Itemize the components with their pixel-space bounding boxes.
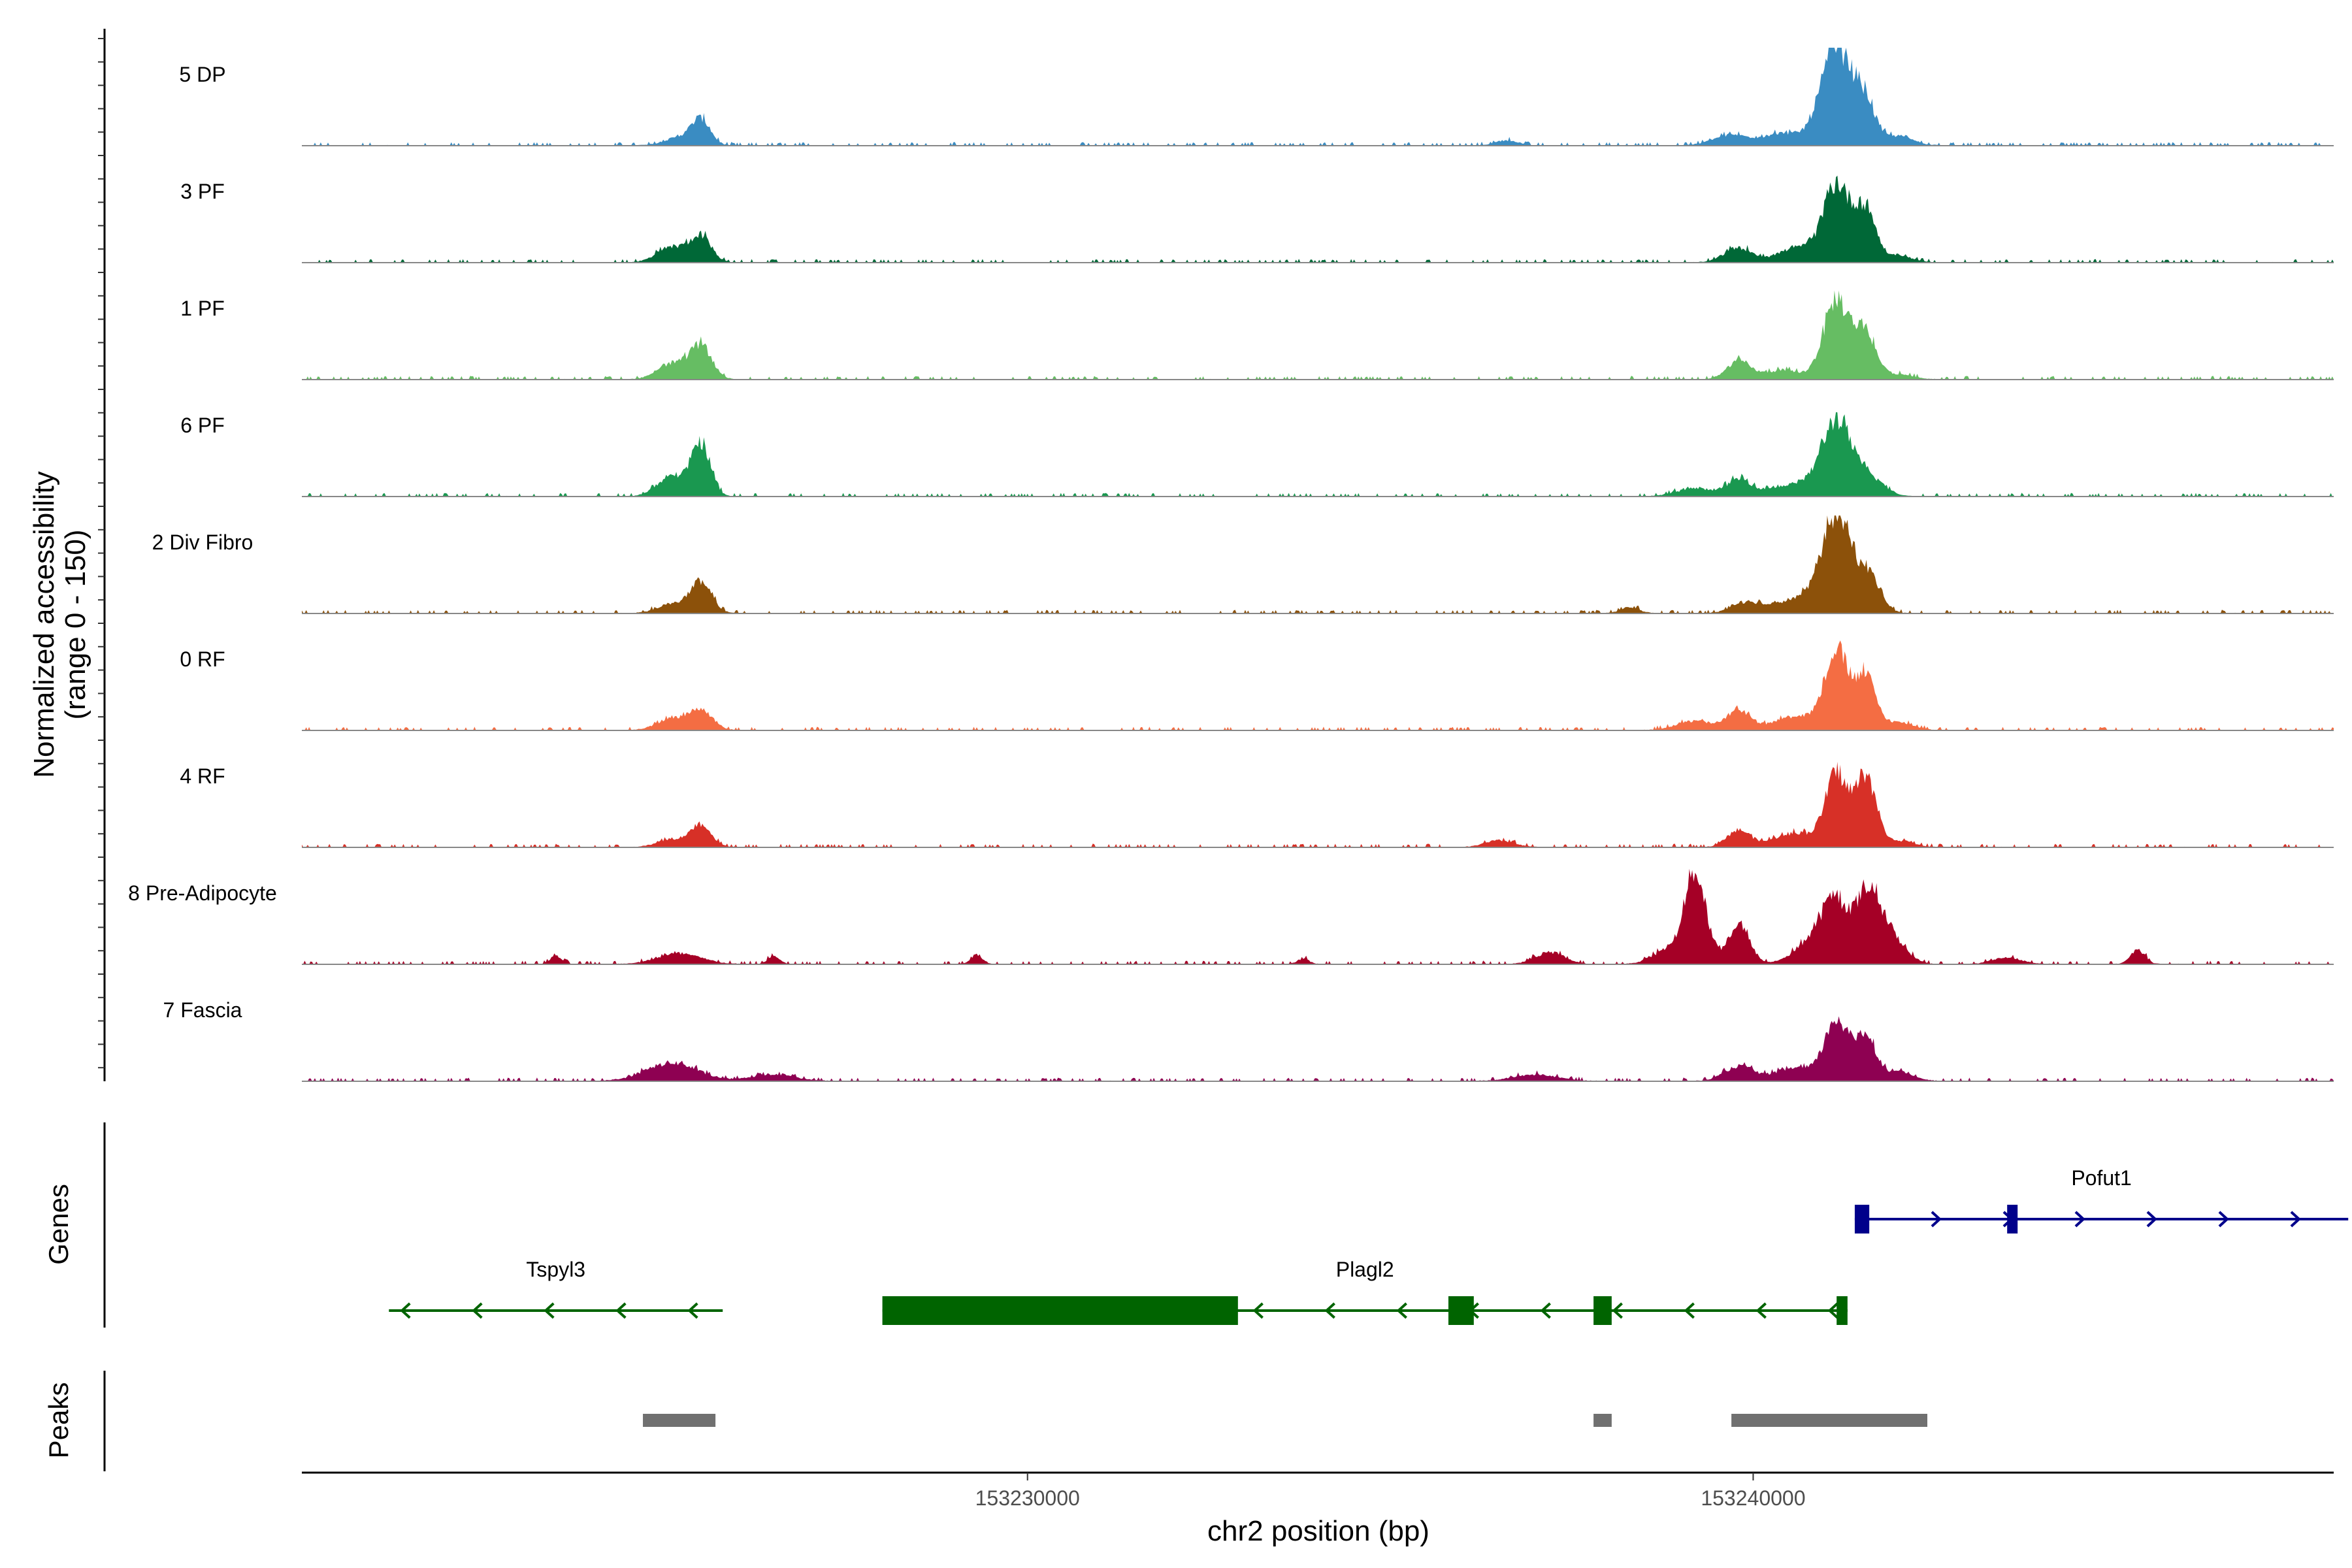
gene-plagl2: Plagl2 <box>882 1258 1848 1325</box>
coverage-area <box>302 48 2334 146</box>
strand-arrow <box>2146 1211 2157 1228</box>
track-label: 8 Pre-Adipocyte <box>128 881 277 905</box>
strand-arrow <box>1540 1302 1551 1319</box>
track-label: 2 Div Fibro <box>152 531 253 554</box>
coverage-area <box>302 290 2334 380</box>
track-label: 0 RF <box>180 647 225 671</box>
strand-arrow <box>1684 1302 1695 1319</box>
track-label: 4 RF <box>180 764 225 788</box>
strand-arrow <box>615 1302 627 1319</box>
x-tick-label: 153230000 <box>975 1486 1080 1510</box>
coverage-area <box>302 175 2334 263</box>
track-label: 5 DP <box>179 63 225 86</box>
track-3-pf: 3 PF <box>180 175 2334 263</box>
y-axis <box>98 29 106 1081</box>
track-7-fascia: 7 Fascia <box>163 998 2334 1082</box>
track-label: 3 PF <box>180 180 225 203</box>
peaks-panel-title: Peaks <box>43 1382 74 1459</box>
x-axis: 153230000 153240000 <box>302 1471 2334 1510</box>
strand-arrow <box>1756 1302 1767 1319</box>
coverage-area <box>302 762 2334 847</box>
exon <box>2007 1205 2018 1233</box>
exon <box>1593 1296 1612 1325</box>
strand-arrow <box>544 1302 555 1319</box>
track-8-pre-adipocyte: 8 Pre-Adipocyte <box>128 868 2334 965</box>
strand-arrow <box>2074 1211 2085 1228</box>
strand-arrow <box>687 1302 698 1319</box>
track-6-pf: 6 PF <box>180 412 2334 497</box>
track-0-rf: 0 RF <box>180 640 2334 731</box>
y-axis-subtitle: (range 0 - 150) <box>59 529 91 719</box>
strand-arrow <box>1612 1302 1623 1319</box>
track-4-rf: 4 RF <box>180 762 2334 848</box>
peak-region <box>1731 1414 1927 1427</box>
strand-arrow <box>1324 1302 1335 1319</box>
coverage-area <box>302 412 2334 497</box>
strand-arrow <box>1827 1302 1838 1319</box>
coverage-tracks: 5 DP 3 PF 1 PF 6 PF 2 Div Fibro 0 RF 4 RF 8 Pre… <box>128 48 2334 1082</box>
x-axis-title: chr2 position (bp) <box>1207 1515 1429 1547</box>
gene-label: Pofut1 <box>2071 1166 2132 1190</box>
track-5-dp: 5 DP <box>179 48 2334 146</box>
gene-label: Plagl2 <box>1336 1258 1394 1281</box>
peak-region <box>1593 1414 1612 1427</box>
track-label: 1 PF <box>180 297 225 320</box>
track-2-div-fibro: 2 Div Fibro <box>152 515 2334 614</box>
track-label: 6 PF <box>180 414 225 437</box>
strand-arrow <box>400 1302 411 1319</box>
peak-region <box>643 1414 716 1427</box>
strand-arrow <box>2290 1211 2301 1228</box>
exon <box>882 1296 1238 1325</box>
exon <box>1854 1205 1870 1233</box>
y-axis-title: Normalized accessibility <box>28 471 60 777</box>
track-label: 7 Fascia <box>163 998 242 1022</box>
x-tick-label: 153240000 <box>1701 1486 1805 1510</box>
peak-regions-panel <box>103 1371 1927 1471</box>
strand-arrow <box>1252 1302 1264 1319</box>
coverage-area <box>302 868 2334 964</box>
coverage-area <box>302 515 2334 613</box>
track-1-pf: 1 PF <box>180 290 2334 380</box>
exon <box>1837 1296 1848 1325</box>
strand-arrow <box>472 1302 483 1319</box>
strand-arrow <box>1931 1211 1942 1228</box>
coverage-area <box>302 640 2334 730</box>
genes-panel-title: Genes <box>43 1184 74 1265</box>
gene-label: Tspyl3 <box>526 1258 585 1281</box>
exon <box>1448 1296 1474 1325</box>
gene-tspyl3: Tspyl3 <box>389 1258 723 1319</box>
strand-arrow <box>2218 1211 2229 1228</box>
coverage-area <box>302 1016 2334 1081</box>
strand-arrow <box>1396 1302 1407 1319</box>
gene-annotation-panel: Pofut1 Tspyl3 Plagl2 <box>103 1122 2349 1328</box>
gene-pofut1: Pofut1 <box>1854 1166 2349 1233</box>
